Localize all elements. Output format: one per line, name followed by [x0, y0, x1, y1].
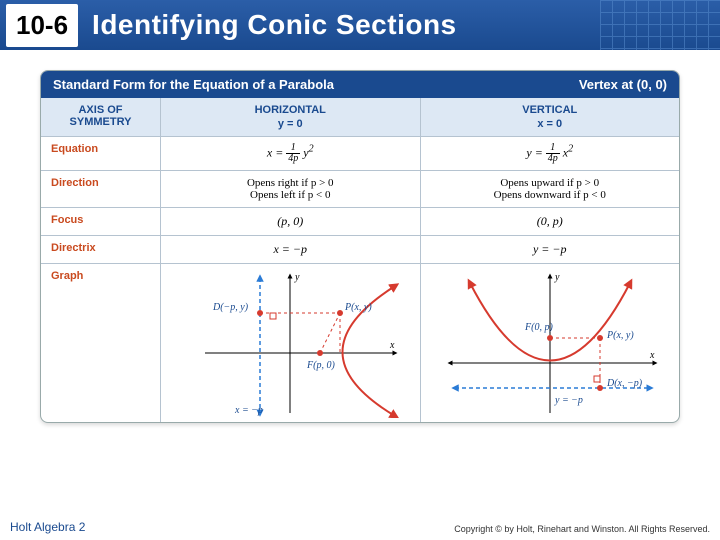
card-header: Standard Form for the Equation of a Para… — [41, 71, 679, 98]
column-header-row: AXIS OF SYMMETRY HORIZONTAL y = 0 VERTIC… — [41, 98, 679, 137]
graph-vertical-svg: y x y = −p F(0, p) P(x, y) D(x, −p) — [435, 268, 665, 418]
dir-h-line2: Opens left if p < 0 — [171, 189, 410, 201]
col3-header-sub: x = 0 — [431, 118, 670, 130]
label-direction: Direction — [41, 171, 161, 207]
card-header-right: Vertex at (0, 0) — [579, 77, 667, 92]
focus-label-h: F(p, 0) — [306, 360, 335, 371]
equation-vertical: y = 14p x2 — [421, 137, 680, 170]
direction-horizontal: Opens right if p > 0 Opens left if p < 0 — [161, 171, 421, 207]
parabola-table-card: Standard Form for the Equation of a Para… — [40, 70, 680, 423]
card-header-left: Standard Form for the Equation of a Para… — [53, 77, 334, 92]
label-equation: Equation — [41, 137, 161, 170]
dir-v-line1: Opens upward if p > 0 — [431, 177, 670, 189]
directrix-label-v: y = −p — [554, 395, 583, 406]
point-d-label-h: D(−p, y) — [212, 302, 249, 313]
yaxis-label: y — [294, 272, 300, 283]
directrix-horizontal: x = −p — [161, 236, 421, 263]
focus-horizontal: (p, 0) — [161, 208, 421, 235]
col2-header-main: HORIZONTAL — [171, 104, 410, 116]
footer-text: Holt Algebra 2 — [10, 520, 85, 534]
directrix-vertical: y = −p — [421, 236, 680, 263]
page-title: Identifying Conic Sections — [92, 9, 457, 41]
focus-label-v: F(0, p) — [524, 322, 553, 333]
row-graph: Graph y x — [41, 264, 679, 422]
label-directrix: Directrix — [41, 236, 161, 263]
header-bar: 10-6 Identifying Conic Sections — [0, 0, 720, 50]
label-focus: Focus — [41, 208, 161, 235]
directrix-label-h: x = −p — [234, 405, 263, 416]
row-directrix: Directrix x = −p y = −p — [41, 236, 679, 264]
point-p-label-v: P(x, y) — [606, 330, 634, 341]
graph-vertical: y x y = −p F(0, p) P(x, y) D(x, −p) — [421, 264, 680, 422]
graph-horizontal-svg: y x x = −p F(p, 0) P(x, y) D(−p, y) — [175, 268, 405, 418]
col3-header-main: VERTICAL — [431, 104, 670, 116]
col1-header: AXIS OF SYMMETRY — [41, 98, 161, 136]
col2-header-sub: y = 0 — [171, 118, 410, 130]
equation-horizontal: x = 14p y2 — [161, 137, 421, 170]
label-graph: Graph — [41, 264, 161, 422]
point-d-label-v: D(x, −p) — [606, 378, 643, 389]
focus-vertical: (0, p) — [421, 208, 680, 235]
copyright-text: Copyright © by Holt, Rinehart and Winsto… — [454, 524, 710, 534]
dir-v-line2: Opens downward if p < 0 — [431, 189, 670, 201]
point-p-label-h: P(x, y) — [344, 302, 372, 313]
row-focus: Focus (p, 0) (0, p) — [41, 208, 679, 236]
section-number: 10-6 — [6, 4, 78, 47]
row-equation: Equation x = 14p y2 y = 14p x2 — [41, 137, 679, 171]
header-grid-decoration — [600, 0, 720, 50]
yaxis-label-v: y — [554, 272, 560, 283]
xaxis-label-v: x — [649, 350, 655, 361]
col2-header: HORIZONTAL y = 0 — [161, 98, 421, 136]
dir-h-line1: Opens right if p > 0 — [171, 177, 410, 189]
graph-horizontal: y x x = −p F(p, 0) P(x, y) D(−p, y) — [161, 264, 421, 422]
col3-header: VERTICAL x = 0 — [421, 98, 680, 136]
xaxis-label: x — [389, 340, 395, 351]
row-direction: Direction Opens right if p > 0 Opens lef… — [41, 171, 679, 208]
direction-vertical: Opens upward if p > 0 Opens downward if … — [421, 171, 680, 207]
